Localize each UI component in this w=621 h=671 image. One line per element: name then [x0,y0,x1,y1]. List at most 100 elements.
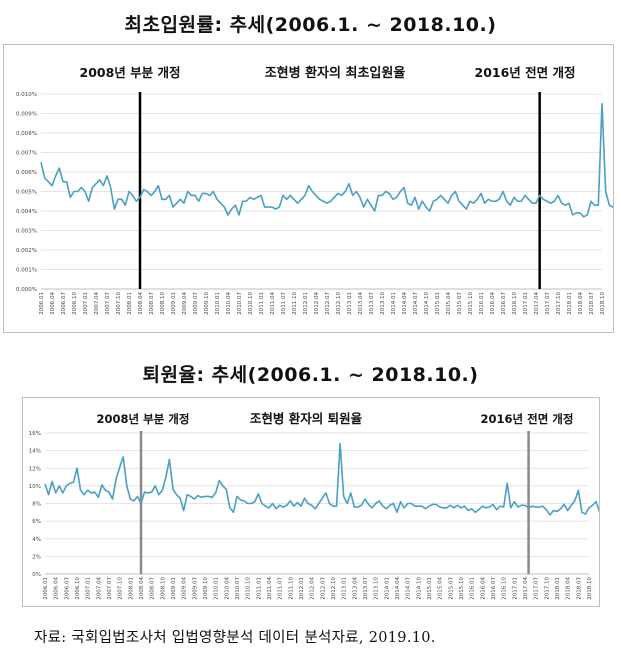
chart1-xtick-label: 2009.04 [182,292,188,315]
chart2-xtick-label: 2008.10 [160,577,166,600]
chart1-xtick-label: 2012.07 [325,292,331,315]
chart1-ytick-label: 0.000% [16,287,37,293]
chart1-xtick-label: 2009.07 [193,292,199,315]
chart2-xtick-label: 2018.07 [576,577,582,600]
chart1-xtick-label: 2011.01 [259,292,265,315]
chart2-xtick-label: 2014.04 [395,577,401,600]
chart2-xtick-label: 2015.10 [459,577,465,600]
chart2-xtick-label: 2007.01 [86,577,92,600]
chart2-ytick-label: 6% [32,519,41,525]
chart1-ytick-label: 0.007% [16,151,37,157]
chart1-xtick-label: 2010.01 [215,292,221,315]
chart1-xtick-label: 2012.10 [336,292,342,315]
chart2-ytick-label: 2% [32,554,41,560]
chart1-xtick-label: 2015.07 [457,292,463,315]
chart2-xtick-label: 2011.07 [278,577,284,600]
chart1-ytick-label: 0.005% [16,190,37,196]
chart2-xtick-label: 2006.01 [43,577,49,600]
chart2-xtick-label: 2010.04 [224,577,230,600]
chart1-xtick-label: 2006.01 [39,292,45,315]
chart2-xtick-label: 2010.10 [246,577,252,600]
chart2-xtick-label: 2006.07 [64,577,70,600]
chart2-title: 조현병 환자의 퇴원율 [250,411,363,426]
chart1-svg: 0.000% 0.001% 0.002% 0.003% 0.004% 0.005% 0.00… [16,65,613,315]
chart1-xtick-label: 2006.10 [72,292,78,315]
chart2-section-title: 퇴원율: 추세(2006.1. ~ 2018.10.) [142,364,479,386]
chart2-xtick-label: 2011.01 [256,577,262,600]
chart1-xtick-label: 2017.10 [556,292,562,315]
chart1-xtick-label: 2012.01 [303,292,309,315]
chart1-xtick-label: 2011.07 [281,292,287,315]
chart2-series-line [44,442,599,516]
chart2-xtick-label: 2015.01 [427,577,433,600]
chart2-xtick-label: 2013.04 [352,577,358,600]
chart2-xtick-label: 2017.07 [534,577,540,600]
chart2-xtick-label: 2010.01 [214,577,220,600]
chart1-xtick-label: 2015.10 [468,292,474,315]
chart1-xtick-label: 2007.01 [83,292,89,315]
chart2-xtick-label: 2018.01 [555,577,561,600]
chart1-xtick-label: 2008.10 [160,292,166,315]
chart2-xtick-label: 2009.01 [171,577,177,600]
chart2-xtick-label: 2017.10 [544,577,550,600]
chart2-xtick-label: 2012.07 [320,577,326,600]
chart1-xtick-label: 2018.04 [578,292,584,315]
chart1-xtick-label: 2014.04 [402,292,408,315]
chart2-xtick-label: 2007.07 [107,577,113,600]
chart2-xtick-label: 2006.04 [54,577,60,600]
chart1-xtick-label: 2014.01 [391,292,397,315]
chart2-xtick-label: 2009.04 [182,577,188,600]
chart1-xtick-label: 2016.07 [501,292,507,315]
chart2-xtick-label: 2015.07 [448,577,454,600]
chart2-xtick-label: 2015.04 [438,577,444,600]
chart2-xtick-label: 2013.07 [363,577,369,600]
chart1-xtick-label: 2006.04 [50,292,56,315]
chart1-ytick-label: 0.002% [16,248,37,254]
chart2-xtick-label: 2008.07 [150,577,156,600]
chart1-xtick-label: 2018.07 [589,292,595,315]
chart1-ytick-label: 0.010% [16,92,37,98]
chart1-xtick-label: 2008.01 [127,292,133,315]
chart2-xtick-label: 2011.04 [267,577,273,600]
chart1-annotation-label-1: 2008년 부분 개정 [80,65,181,80]
chart2-annotation-label-2: 2016년 전면 개정 [481,412,574,426]
chart1-xtick-label: 2013.01 [347,292,353,315]
chart2-ytick-label: 12% [29,466,41,472]
chart2-xtick-label: 2016.01 [470,577,476,600]
chart2-xtick-label: 2012.01 [299,577,305,600]
chart2-xtick-label: 2017.01 [512,577,518,600]
chart1-frame: 0.000% 0.001% 0.002% 0.003% 0.004% 0.005% 0.00… [3,44,614,333]
chart1-xtick-label: 2018.10 [600,292,606,315]
source-note: 자료: 국회입법조사처 입법영향분석 데이터 분석자료, 2019.10. [34,630,436,646]
chart1-xtick-label: 2014.10 [424,292,430,315]
chart2-xtick-label: 2013.10 [374,577,380,600]
chart2-xtick-label: 2013.01 [342,577,348,600]
chart1-xtick-label: 2016.10 [512,292,518,315]
chart2-xtick-label: 2016.07 [491,577,497,600]
chart2-xtick-label: 2014.01 [384,577,390,600]
chart2-xtick-label: 2007.10 [118,577,124,600]
chart2-xtick-label: 2008.04 [139,577,145,600]
chart1-xtick-label: 2007.10 [116,292,122,315]
chart1-ytick-label: 0.004% [16,209,37,215]
chart1-ytick-label: 0.009% [16,112,37,118]
chart1-xtick-label: 2006.07 [61,292,67,315]
chart2-xtick-label: 2009.10 [203,577,209,600]
chart2-xtick-label: 2014.10 [416,577,422,600]
chart2-xtick-label: 2010.07 [235,577,241,600]
chart1-xtick-label: 2007.04 [94,292,100,315]
chart2-xtick-label: 2017.04 [523,577,529,600]
chart2-xtick-label: 2018.10 [587,577,593,600]
chart1-ytick-label: 0.001% [16,268,37,274]
chart1-xtick-label: 2011.04 [270,292,276,315]
chart2-xtick-label: 2016.04 [480,577,486,600]
chart2-svg: 0% 2% 4% 6% 8% 10% 12% 14% 16% 2006.01 2006.04 2006… [29,411,599,600]
chart1-xtick-label: 2013.07 [369,292,375,315]
chart1-xtick-label: 2018.01 [567,292,573,315]
chart1-xtick-label: 2017.04 [534,292,540,315]
chart2-ytick-label: 10% [29,484,41,490]
chart1-title: 조현병 환자의 최초입원율 [265,65,406,81]
chart1-xtick-label: 2008.07 [149,292,155,315]
chart2-ytick-label: 14% [29,449,41,455]
chart2-frame: 0% 2% 4% 6% 8% 10% 12% 14% 16% 2006.01 2006.04 2006… [22,397,600,607]
